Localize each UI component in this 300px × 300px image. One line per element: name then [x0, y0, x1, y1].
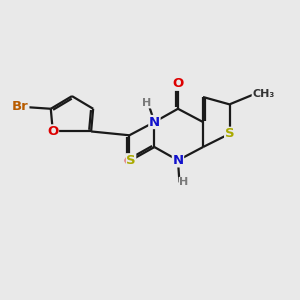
Text: S: S — [225, 127, 234, 140]
Text: O: O — [124, 155, 135, 168]
Text: S: S — [126, 154, 136, 167]
Text: Br: Br — [12, 100, 29, 113]
Text: H: H — [142, 98, 152, 108]
Text: CH₃: CH₃ — [252, 89, 274, 99]
Text: N: N — [172, 154, 184, 167]
Text: N: N — [149, 116, 160, 128]
Text: H: H — [179, 177, 188, 188]
Text: O: O — [172, 77, 184, 90]
Text: O: O — [47, 125, 58, 138]
